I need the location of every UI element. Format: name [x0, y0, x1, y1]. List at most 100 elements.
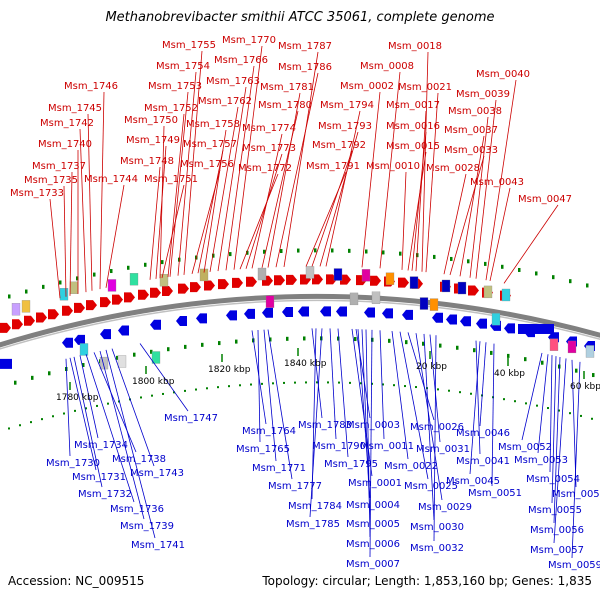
feature-block	[361, 269, 371, 282]
reverse-gene-label: Msm_0030	[410, 522, 464, 533]
reverse-leader-line	[399, 331, 429, 480]
scale-label: 1820 kbp	[208, 365, 251, 375]
inner-tick	[269, 337, 272, 342]
reverse-leader-line	[369, 329, 373, 558]
forward-gene-arrow	[112, 294, 123, 305]
forward-gene-label: Msm_1752	[144, 103, 198, 114]
forward-gene-arrow	[468, 285, 479, 296]
inner-tick	[337, 336, 340, 341]
feature-block	[21, 300, 31, 313]
forward-leader-line	[319, 131, 359, 267]
reverse-leader-line	[551, 356, 557, 504]
inner-tick	[456, 345, 459, 350]
feature-block	[549, 338, 559, 351]
forward-gene-arrow	[204, 280, 215, 291]
reverse-gene-arrow	[282, 306, 293, 317]
reverse-gene-arrow	[62, 337, 73, 348]
reverse-leader-line	[263, 329, 277, 462]
reverse-gene-arrow	[446, 314, 457, 325]
reverse-gene-label: Msm_0011	[360, 441, 414, 452]
inner-dot	[305, 381, 307, 384]
inner-tick	[235, 339, 238, 344]
inner-dot	[250, 383, 252, 386]
feature-block	[441, 279, 451, 293]
feature-block	[491, 313, 501, 326]
map-title: Methanobrevibacter smithii ATCC 35061, c…	[105, 10, 495, 25]
reverse-gene-label: Msm_1734	[74, 440, 128, 451]
forward-gene-label: Msm_1792	[312, 140, 366, 151]
forward-gene-label: Msm_1742	[40, 118, 94, 129]
reverse-leader-line	[391, 331, 409, 460]
reverse-gene-label: Msm_1771	[252, 463, 306, 474]
inner-dot	[228, 385, 230, 388]
reverse-leader-line	[571, 361, 581, 559]
backbone-shadow	[0, 299, 600, 350]
inner-tick	[558, 364, 561, 369]
reverse-leader-line	[433, 335, 437, 542]
forward-leader-line	[275, 72, 319, 268]
inner-dot	[569, 412, 571, 415]
feature-block	[585, 345, 595, 358]
reverse-gene-label: Msm_1730	[46, 458, 100, 469]
reverse-gene-arrow	[336, 306, 347, 317]
forward-gene-label: Msm_1753	[148, 81, 202, 92]
inner-tick	[473, 348, 476, 353]
forward-leader-line	[105, 184, 125, 288]
feature-block	[483, 285, 493, 299]
reverse-gene-label: Msm_0053	[514, 455, 568, 466]
outer-tick	[297, 248, 300, 253]
accession-text: Accession: NC_009515	[8, 574, 145, 588]
reverse-gene-label: Msm_0003	[346, 420, 400, 431]
topology-summary: Topology: circular; Length: 1,853,160 bp…	[262, 574, 592, 588]
inner-tick	[201, 342, 204, 347]
forward-gene-label: Msm_1755	[162, 40, 216, 51]
feature-block	[11, 303, 21, 316]
reverse-gene-label: Msm_0007	[346, 559, 400, 570]
inner-tick	[575, 368, 578, 373]
reverse-gene-label: Msm_0005	[346, 519, 400, 530]
forward-leader-line	[425, 92, 439, 273]
forward-gene-label: Msm_0040	[476, 69, 530, 80]
inner-tick	[354, 337, 357, 342]
reverse-leader-line	[469, 341, 481, 475]
outer-tick	[382, 250, 385, 255]
label-leader-lines	[49, 45, 581, 559]
inner-dot	[404, 385, 406, 388]
inner-dot	[184, 389, 186, 392]
forward-leader-line	[233, 45, 263, 270]
forward-leader-line	[485, 79, 517, 281]
forward-leader-line	[443, 173, 467, 275]
outer-tick	[331, 248, 334, 253]
inner-dot	[591, 417, 593, 420]
reverse-leader-line	[549, 355, 553, 473]
forward-leader-line	[79, 128, 87, 293]
inner-dot	[239, 384, 241, 387]
reverse-gene-label: Msm_0026	[410, 422, 464, 433]
reverse-leader-line	[73, 356, 103, 488]
reverse-gene-arrow	[74, 334, 85, 345]
feature-block	[107, 279, 117, 292]
outer-tick	[569, 279, 572, 284]
reverse-gene-arrow	[262, 307, 273, 318]
outer-tick	[93, 272, 96, 277]
outer-tick	[25, 289, 28, 294]
forward-gene-arrow	[162, 285, 173, 296]
reverse-gene-label: Msm_0001	[348, 478, 402, 489]
reverse-strand-genes	[0, 306, 595, 369]
reverse-gene-label: Msm_1777	[268, 481, 322, 492]
reverse-gene-block	[0, 358, 12, 369]
inner-dot	[503, 398, 505, 401]
inner-tick	[150, 349, 153, 354]
outer-tick	[518, 267, 521, 272]
forward-leader-line	[225, 65, 255, 271]
forward-leader-line	[197, 149, 224, 274]
forward-leader-line	[245, 153, 283, 269]
forward-leader-line	[361, 91, 381, 268]
inner-tick	[388, 338, 391, 343]
inner-dot	[162, 392, 164, 395]
inner-tick	[439, 343, 442, 348]
reverse-gene-label: Msm_1747	[164, 413, 218, 424]
forward-leader-line	[177, 71, 197, 276]
reverse-leader-line	[351, 328, 373, 477]
reverse-leader-line	[537, 354, 549, 454]
